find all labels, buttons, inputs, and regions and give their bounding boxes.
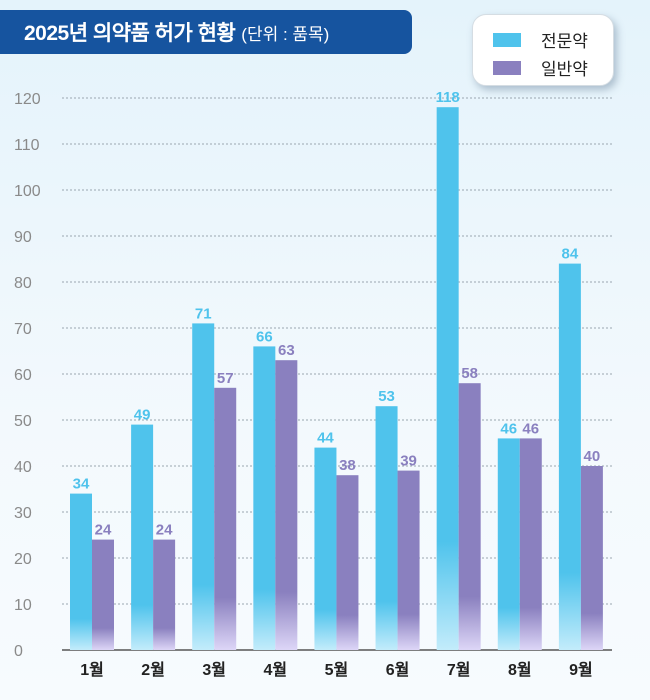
y-tick-label: 110 xyxy=(14,137,40,154)
x-tick-label: 6월 xyxy=(386,661,410,679)
y-tick-label: 90 xyxy=(14,229,32,246)
data-label: 58 xyxy=(461,365,478,382)
bar-8월-일반약 xyxy=(519,438,542,650)
bar-3월-전문약 xyxy=(192,323,215,650)
bar-5월-전문약 xyxy=(314,447,337,650)
legend-label-prescription: 전문약 xyxy=(541,32,588,51)
x-tick-label: 8월 xyxy=(508,661,532,679)
bar-4월-일반약 xyxy=(275,360,298,650)
data-label: 46 xyxy=(522,420,539,437)
bar-1월-일반약 xyxy=(92,539,114,650)
data-label: 66 xyxy=(256,328,273,345)
data-label: 34 xyxy=(73,476,90,493)
bar-6월-전문약 xyxy=(375,406,398,650)
bar-5월-일반약 xyxy=(336,475,359,650)
data-label: 71 xyxy=(195,305,212,322)
data-label: 53 xyxy=(378,388,395,405)
x-tick-label: 3월 xyxy=(202,661,226,679)
bar-2월-일반약 xyxy=(153,539,176,650)
y-tick-label: 50 xyxy=(14,413,32,430)
legend-swatch-otc xyxy=(493,60,521,75)
data-label: 84 xyxy=(562,246,579,263)
data-label: 40 xyxy=(584,448,601,465)
y-tick-label: 100 xyxy=(14,183,41,200)
x-tick-label: 5월 xyxy=(325,661,349,679)
legend-label-otc: 일반약 xyxy=(541,60,588,79)
data-label: 39 xyxy=(400,453,417,470)
data-label: 57 xyxy=(217,370,234,387)
y-axis-ticks: 0 10 20 30 40 50 60 70 80 90 100 110 120 xyxy=(14,91,41,660)
data-label: 24 xyxy=(156,522,173,539)
data-label: 46 xyxy=(500,420,517,437)
bar-6월-일반약 xyxy=(397,470,420,650)
y-tick-label: 60 xyxy=(14,367,32,384)
bar-9월-전문약 xyxy=(558,263,581,650)
bar-2월-전문약 xyxy=(131,424,154,650)
chart-legend: 전문약 일반약 xyxy=(472,14,614,86)
bar-3월-일반약 xyxy=(214,387,237,650)
x-tick-label: 9월 xyxy=(569,661,593,679)
x-tick-label: 2월 xyxy=(141,661,165,679)
data-label: 38 xyxy=(339,457,356,474)
bar-9월-일반약 xyxy=(580,466,603,650)
y-tick-label: 30 xyxy=(14,505,32,522)
y-tick-label: 40 xyxy=(14,459,32,476)
bar-7월-일반약 xyxy=(458,383,481,650)
data-label: 24 xyxy=(95,522,112,539)
bar-1월-전문약 xyxy=(70,493,92,650)
bars-layer xyxy=(70,107,603,650)
legend-item-prescription: 전문약 xyxy=(493,27,588,52)
legend-item-otc: 일반약 xyxy=(493,55,588,80)
data-labels-layer: 34 24 49 24 71 57 66 63 44 38 53 39 118 58 46 46 84 40 xyxy=(73,89,601,538)
data-label: 63 xyxy=(278,342,295,359)
chart-title-banner: 2025년 의약품 허가 현황 (단위 : 품목) xyxy=(0,10,412,54)
y-tick-label: 20 xyxy=(14,551,32,568)
y-tick-label: 80 xyxy=(14,275,32,292)
bar-4월-전문약 xyxy=(253,346,276,650)
data-label: 118 xyxy=(436,89,460,106)
chart-title: 2025년 의약품 허가 현황 xyxy=(24,22,236,45)
legend-swatch-prescription xyxy=(493,32,521,47)
y-tick-label: 120 xyxy=(14,91,41,108)
y-tick-label: 10 xyxy=(14,597,32,614)
x-tick-label: 1월 xyxy=(80,661,104,679)
y-tick-label: 0 xyxy=(14,643,23,660)
bar-7월-전문약 xyxy=(436,107,459,650)
x-tick-label: 4월 xyxy=(264,661,288,679)
data-label: 44 xyxy=(317,430,334,447)
data-label: 49 xyxy=(134,407,151,424)
x-tick-label: 7월 xyxy=(447,661,471,679)
bar-8월-전문약 xyxy=(497,438,520,650)
x-axis-ticks: 1월 2월 3월 4월 5월 6월 7월 8월 9월 xyxy=(80,661,593,679)
chart-unit-note: (단위 : 품목) xyxy=(241,24,330,44)
y-tick-label: 70 xyxy=(14,321,32,338)
